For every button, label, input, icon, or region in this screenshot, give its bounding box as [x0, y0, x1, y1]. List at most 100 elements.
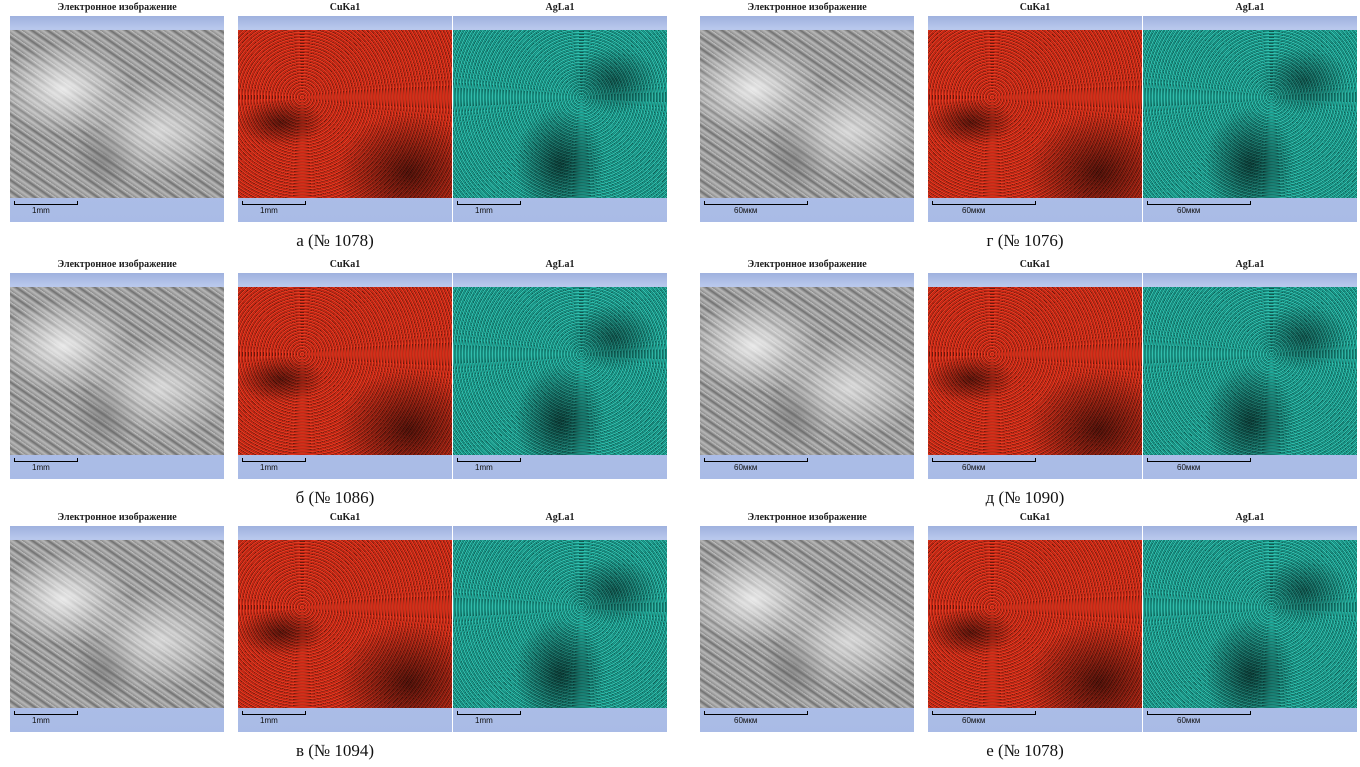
panel-title: CuKa1 [329, 259, 361, 270]
scale-bar: 60мкм [704, 201, 808, 216]
panel-title: CuKa1 [1019, 259, 1051, 270]
cu-map-image [238, 540, 452, 708]
panel-ag: AgLa1 60мкм [1143, 510, 1357, 742]
scale-label: 1mm [260, 206, 278, 215]
scale-label: 60мкм [734, 206, 758, 215]
scale-bar: 60мкм [1147, 711, 1251, 726]
sem-image [10, 287, 224, 455]
image-frame: 60мкм [700, 273, 914, 479]
panel-title: AgLa1 [545, 259, 575, 270]
scale-label: 1mm [32, 716, 50, 725]
sem-image [700, 30, 914, 198]
image-frame: 60мкм [1143, 526, 1357, 732]
image-frame: 60мкм [700, 526, 914, 732]
scale-bar: 1mm [457, 201, 521, 216]
image-frame: 60мкм [700, 16, 914, 222]
panel-title: Электронное изображение [747, 2, 867, 13]
image-frame: 60мкм [928, 526, 1142, 732]
figure-caption: г (№ 1076) [986, 231, 1064, 250]
panel-title: Электронное изображение [747, 512, 867, 523]
scale-label: 1mm [32, 463, 50, 472]
cu-map-image [928, 287, 1142, 455]
panel-title: Электронное изображение [57, 512, 177, 523]
scale-bar: 60мкм [932, 458, 1036, 473]
scale-label: 1mm [475, 463, 493, 472]
panel-cu: CuKa1 60мкм [928, 257, 1142, 489]
image-frame: 1mm [238, 16, 452, 222]
figure-caption: в (№ 1094) [295, 741, 375, 760]
image-frame: 1mm [238, 273, 452, 479]
panel-title: Электронное изображение [57, 2, 177, 13]
panel-electron: Электронное изображение 60мкм [700, 257, 914, 489]
panel-electron: Электронное изображение 1mm [10, 510, 224, 742]
panel-ag: AgLa1 60мкм [1143, 0, 1357, 232]
cu-map-image [928, 540, 1142, 708]
figure-group-d: Электронное изображение 60мкм CuKa1 60мк… [690, 257, 1360, 507]
figure-group-v: Электронное изображение 1mm CuKa1 1mm Ag… [0, 510, 670, 760]
panel-electron: Электронное изображение 60мкм [700, 510, 914, 742]
ag-map-image [1143, 30, 1357, 198]
scale-bar: 1mm [457, 711, 521, 726]
scale-label: 1mm [260, 463, 278, 472]
image-frame: 1mm [453, 273, 667, 479]
scale-bar: 1mm [242, 711, 306, 726]
panel-electron: Электронное изображение 60мкм [700, 0, 914, 232]
image-frame: 1mm [10, 16, 224, 222]
panel-title: Электронное изображение [57, 259, 177, 270]
figure-caption: д (№ 1090) [985, 488, 1065, 507]
scale-label: 60мкм [1177, 463, 1201, 472]
scale-label: 1mm [260, 716, 278, 725]
image-frame: 1mm [238, 526, 452, 732]
image-frame: 60мкм [928, 273, 1142, 479]
cu-map-image [928, 30, 1142, 198]
scale-label: 60мкм [962, 206, 986, 215]
scale-bar: 1mm [14, 458, 78, 473]
panel-electron: Электронное изображение 1mm [10, 0, 224, 232]
panel-cu: CuKa1 60мкм [928, 0, 1142, 232]
panel-ag: AgLa1 60мкм [1143, 257, 1357, 489]
panel-title: Электронное изображение [747, 259, 867, 270]
panel-ag: AgLa1 1mm [453, 0, 667, 232]
panel-title: CuKa1 [1019, 2, 1051, 13]
panel-title: CuKa1 [1019, 512, 1051, 523]
scale-bar: 1mm [14, 201, 78, 216]
scale-label: 1mm [475, 716, 493, 725]
panel-title: AgLa1 [1235, 512, 1265, 523]
scale-bar: 1mm [457, 458, 521, 473]
scale-bar: 60мкм [704, 711, 808, 726]
figure-caption: е (№ 1078) [986, 741, 1064, 760]
ag-map-image [453, 287, 667, 455]
scale-bar: 60мкм [932, 711, 1036, 726]
panel-title: AgLa1 [545, 512, 575, 523]
scale-label: 60мкм [1177, 716, 1201, 725]
figure-group-b: Электронное изображение 1mm CuKa1 1mm Ag… [0, 257, 670, 507]
scale-bar: 60мкм [932, 201, 1036, 216]
scale-label: 60мкм [962, 463, 986, 472]
panel-ag: AgLa1 1mm [453, 510, 667, 742]
panel-cu: CuKa1 1mm [238, 257, 452, 489]
scale-bar: 60мкм [1147, 458, 1251, 473]
scale-label: 60мкм [734, 716, 758, 725]
image-frame: 1mm [453, 16, 667, 222]
panel-cu: CuKa1 60мкм [928, 510, 1142, 742]
figure-group-g: Электронное изображение 60мкм CuKa1 60мк… [690, 0, 1360, 250]
cu-map-image [238, 287, 452, 455]
scale-label: 1mm [32, 206, 50, 215]
panel-title: AgLa1 [1235, 259, 1265, 270]
scale-bar: 1mm [14, 711, 78, 726]
image-frame: 1mm [453, 526, 667, 732]
image-frame: 1mm [10, 273, 224, 479]
image-frame: 60мкм [1143, 273, 1357, 479]
scale-label: 60мкм [962, 716, 986, 725]
figure-group-e: Электронное изображение 60мкм CuKa1 60мк… [690, 510, 1360, 760]
ag-map-image [1143, 287, 1357, 455]
sem-image [700, 540, 914, 708]
scale-bar: 1mm [242, 458, 306, 473]
panel-cu: CuKa1 1mm [238, 0, 452, 232]
figure-caption: а (№ 1078) [296, 231, 374, 250]
scale-label: 60мкм [1177, 206, 1201, 215]
scale-bar: 60мкм [1147, 201, 1251, 216]
sem-image [10, 30, 224, 198]
ag-map-image [1143, 540, 1357, 708]
